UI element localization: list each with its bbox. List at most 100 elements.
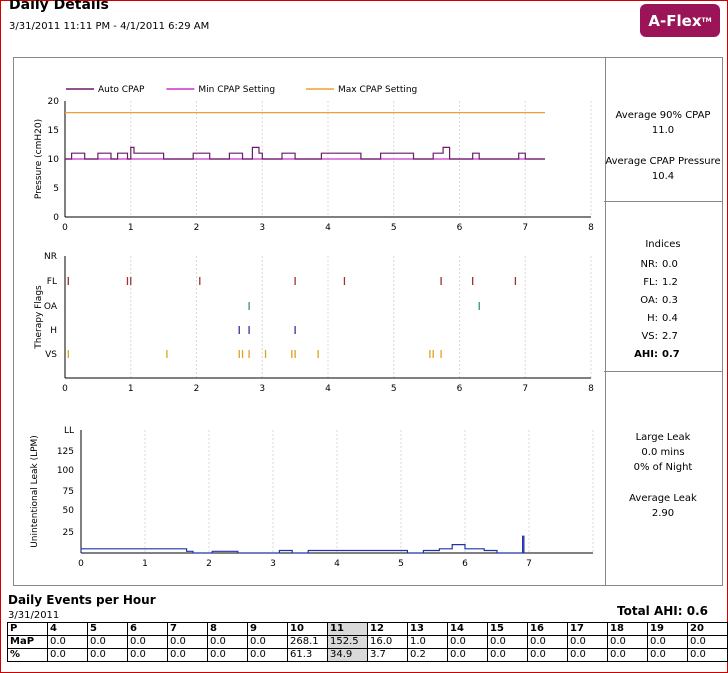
large-leak-label: Large Leak [635, 432, 691, 443]
table-header-cell: 20 [687, 622, 728, 636]
flag-category-label: FL [47, 277, 57, 287]
table-header-cell: 7 [167, 622, 208, 636]
avg90-value: 11.0 [651, 125, 675, 136]
table-cell: 0.0 [47, 635, 88, 649]
x-tick-label: 8 [588, 384, 594, 394]
avg-leak-value: 2.90 [651, 508, 675, 519]
table-cell: 0.0 [607, 635, 648, 649]
summary-sidebar: Average 90% CPAP 11.0 Average CPAP Press… [604, 57, 723, 586]
y-tick-label: 20 [48, 97, 60, 107]
date-range: 3/31/2011 11:11 PM - 4/1/2011 6:29 AM [9, 21, 210, 32]
x-tick-label: 1 [142, 559, 148, 569]
table-header-cell: 19 [647, 622, 688, 636]
table-cell: 0.0 [247, 635, 288, 649]
x-tick-label: 0 [62, 223, 68, 233]
index-value: 0.3 [662, 295, 678, 306]
table-cell: 0.0 [687, 648, 728, 662]
index-value: 0.0 [662, 259, 678, 270]
avg90-label: Average 90% CPAP [615, 110, 711, 121]
x-tick-label: 6 [462, 559, 468, 569]
y-tick-label: 50 [63, 506, 75, 516]
index-label: OA: [640, 295, 658, 306]
y-tick-label: LL [64, 426, 74, 436]
table-cell: 0.0 [207, 635, 248, 649]
table-cell: 0.0 [647, 635, 688, 649]
events-date: 3/31/2011 [8, 610, 60, 621]
x-tick-label: 0 [62, 384, 68, 394]
table-cell: 3.7 [367, 648, 408, 662]
table-header-cell: 13 [407, 622, 448, 636]
events-table: P 4 5 6 7 8 9 10 11 12 13 14 15 16 17 18 19 20 MaP 0.0 0.0 0.… [7, 622, 728, 662]
x-tick-label: 5 [391, 223, 397, 233]
legend-label: Auto CPAP [98, 85, 145, 95]
table-cell: 0.0 [567, 648, 608, 662]
legend-label: Min CPAP Setting [198, 85, 275, 95]
x-tick-label: 1 [128, 384, 134, 394]
table-cell: 0.0 [527, 635, 568, 649]
y-tick-label: 15 [48, 126, 59, 136]
table-cell: 0.0 [447, 635, 488, 649]
table-header-row: P 4 5 6 7 8 9 10 11 12 13 14 15 16 17 18 19 20 [7, 622, 728, 636]
y-axis-label: Therapy Flags [34, 285, 44, 350]
table-row: % 0.0 0.0 0.0 0.0 0.0 0.0 61.3 34.9 3.7 0.2 0.0 0.0 0… [7, 648, 728, 662]
x-tick-label: 0 [78, 559, 84, 569]
index-label: FL: [643, 277, 658, 288]
table-cell: 0.0 [47, 648, 88, 662]
table-header-cell: 6 [127, 622, 168, 636]
table-header-cell: 16 [527, 622, 568, 636]
x-tick-label: 2 [206, 559, 212, 569]
y-tick-label: 10 [48, 155, 60, 165]
index-label: AHI: [634, 349, 658, 360]
table-cell: 268.1 [287, 635, 328, 649]
indices-title: Indices [645, 239, 681, 250]
x-tick-label: 1 [128, 223, 134, 233]
row-label: MaP [7, 635, 48, 649]
x-tick-label: 6 [457, 384, 463, 394]
x-tick-label: 3 [259, 223, 265, 233]
x-tick-label: 7 [526, 559, 532, 569]
table-cell: 0.0 [647, 648, 688, 662]
x-tick-label: 3 [270, 559, 276, 569]
table-cell: 34.9 [327, 648, 368, 662]
total-ahi: Total AHI: 0.6 [617, 604, 708, 618]
index-value: 1.2 [662, 277, 678, 288]
table-cell: 0.0 [687, 635, 728, 649]
x-tick-label: 3 [259, 384, 265, 394]
table-header-cell: 5 [87, 622, 128, 636]
table-cell: 0.0 [487, 648, 528, 662]
logo-text: A-Flex [648, 11, 702, 30]
table-cell: 0.0 [567, 635, 608, 649]
table-cell: 0.0 [167, 648, 208, 662]
y-tick-label: 100 [57, 466, 74, 476]
y-tick-label: 5 [53, 184, 59, 194]
x-tick-label: 7 [522, 223, 528, 233]
flag-category-label: VS [45, 350, 57, 360]
logo-mark: TM [701, 17, 712, 24]
charts-panel: 0 1 2 3 4 5 6 7 8 0 5 10 15 20 Pressure (cmH20) Auto CP… [13, 57, 606, 586]
page-title: Daily Details [9, 0, 109, 13]
table-cell: 0.0 [607, 648, 648, 662]
x-tick-label: 7 [522, 384, 528, 394]
y-tick-label: 75 [63, 487, 74, 497]
x-tick-label: 6 [457, 223, 463, 233]
table-header-cell: 8 [207, 622, 248, 636]
leak-series-line [80, 535, 525, 554]
table-header-cell: 9 [247, 622, 288, 636]
x-tick-label: 4 [334, 559, 340, 569]
index-value: 0.7 [662, 349, 680, 360]
y-tick-label: 125 [57, 447, 74, 457]
a-flex-logo: A-Flex TM [640, 4, 720, 37]
x-tick-label: 4 [325, 384, 331, 394]
table-header-cell: 18 [607, 622, 648, 636]
table-header-cell: 12 [367, 622, 408, 636]
x-tick-label: 5 [398, 559, 404, 569]
table-header-cell: 14 [447, 622, 488, 636]
table-header-cell: 10 [287, 622, 328, 636]
legend-label: Max CPAP Setting [338, 85, 417, 95]
table-header-cell: P [7, 622, 48, 636]
row-label: % [7, 648, 48, 662]
table-cell: 61.3 [287, 648, 328, 662]
series-line-auto-cpap [65, 146, 545, 160]
x-tick-label: 8 [588, 223, 594, 233]
table-cell: 16.0 [367, 635, 408, 649]
